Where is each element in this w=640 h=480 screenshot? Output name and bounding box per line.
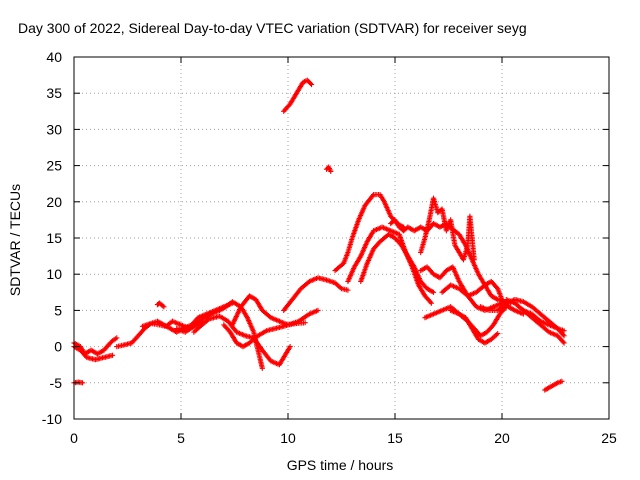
data-point <box>471 257 477 263</box>
y-tick-label: 25 <box>46 158 62 174</box>
series-s24 <box>503 296 567 346</box>
y-tick-label: -10 <box>42 411 62 427</box>
y-axis-label: SDTVAR / TECUs <box>7 184 23 296</box>
x-tick-label: 0 <box>70 430 78 446</box>
y-tick-label: 20 <box>46 194 62 210</box>
data-point <box>428 300 434 306</box>
data-point <box>315 307 321 313</box>
series-s26 <box>542 378 565 393</box>
series-s10 <box>229 293 308 328</box>
x-tick-label: 25 <box>601 430 617 446</box>
data-point <box>160 303 166 309</box>
data-point <box>109 352 116 358</box>
y-tick-label: 5 <box>54 302 62 318</box>
data-marks <box>71 77 567 393</box>
series-s4 <box>114 300 235 350</box>
y-tick-label: 35 <box>46 85 62 101</box>
data-point <box>430 289 437 295</box>
series-s7 <box>174 299 265 371</box>
series-s6 <box>154 300 167 310</box>
data-point <box>561 333 567 339</box>
data-point <box>302 320 308 326</box>
x-tick-label: 10 <box>280 430 296 446</box>
x-tick-label: 5 <box>177 430 185 446</box>
grid <box>74 57 609 419</box>
y-tick-label: 0 <box>54 339 62 355</box>
x-axis-label: GPS time / hours <box>287 457 394 473</box>
data-point <box>345 287 351 293</box>
series-s9 <box>221 307 321 350</box>
y-tick-label: -5 <box>50 375 63 391</box>
data-point <box>561 340 567 346</box>
x-tick-label: 20 <box>494 430 510 446</box>
series-s18 <box>418 195 477 263</box>
y-tick-label: 30 <box>46 121 62 137</box>
data-point <box>79 380 86 386</box>
data-point <box>308 81 315 88</box>
series-s2 <box>71 344 116 363</box>
y-tick-label: 15 <box>46 230 62 246</box>
series-s11 <box>281 275 351 313</box>
data-point <box>559 378 565 384</box>
series-s12 <box>281 77 315 114</box>
series-s21 <box>439 278 526 317</box>
series-s13 <box>323 164 334 174</box>
data-point <box>161 304 167 310</box>
data-point <box>328 168 334 174</box>
data-point <box>307 80 314 87</box>
series-s16 <box>358 231 437 295</box>
axes: 0 5 10 15 20 25 -10 -5 0 5 10 15 20 25 30 35 40 <box>42 49 617 446</box>
series-s8 <box>191 313 293 368</box>
series-s25 <box>520 307 567 339</box>
data-point <box>259 365 265 371</box>
y-tick-label: 40 <box>46 49 62 65</box>
data-point <box>287 344 293 350</box>
y-tick-label: 10 <box>46 266 62 282</box>
data-point <box>114 335 120 341</box>
chart-title: Day 300 of 2022, Sidereal Day-to-day VTE… <box>18 20 527 36</box>
data-point <box>495 330 501 337</box>
series-s22 <box>448 307 501 346</box>
x-tick-label: 15 <box>387 430 403 446</box>
